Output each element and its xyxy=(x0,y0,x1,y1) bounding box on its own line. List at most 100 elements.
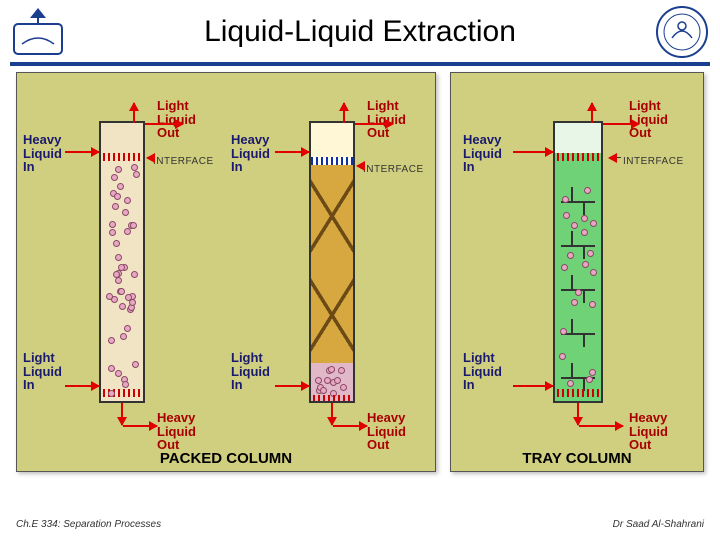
footer: Ch.E 334: Separation Processes Dr Saad A… xyxy=(0,519,720,530)
diagram-label: HeavyLiquidOut xyxy=(157,411,196,452)
university-logo-right xyxy=(654,4,710,60)
droplet-icon xyxy=(108,365,115,372)
droplet-icon xyxy=(130,222,137,229)
diagram-label: INTERFACE xyxy=(153,157,214,168)
diagram-label: LightLiquidIn xyxy=(231,351,270,392)
droplet-icon xyxy=(559,353,566,360)
arrow xyxy=(513,385,553,387)
panel-packed-caption: PACKED COLUMN xyxy=(17,450,435,467)
column-segment xyxy=(311,363,353,403)
diagram-label: INTERFACE xyxy=(363,165,424,176)
distributor-line xyxy=(313,395,351,403)
droplet-icon xyxy=(117,183,124,190)
droplet-icon xyxy=(122,381,129,388)
droplet-icon xyxy=(124,325,131,332)
panel-packed: PACKED COLUMN HeavyLiquidInLightLiquidOu… xyxy=(16,72,436,472)
arrow xyxy=(65,151,99,153)
droplet-icon xyxy=(340,384,347,391)
droplet-icon xyxy=(118,288,125,295)
droplet-icon xyxy=(108,337,115,344)
droplet-icon xyxy=(560,328,567,335)
packing-icon xyxy=(311,264,353,363)
droplet-icon xyxy=(586,376,593,383)
droplet-icon xyxy=(131,164,138,171)
tray-plate xyxy=(561,245,595,247)
droplet-icon xyxy=(589,301,596,308)
panel-tray: TRAY COLUMN HeavyLiquidInLightLiquidOutI… xyxy=(450,72,704,472)
droplet-icon xyxy=(113,240,120,247)
droplet-icon xyxy=(125,294,132,301)
arrow xyxy=(275,385,309,387)
droplet-icon xyxy=(115,254,122,261)
droplet-icon xyxy=(118,264,125,271)
arrow xyxy=(133,103,135,123)
header: Liquid-Liquid Extraction xyxy=(0,0,720,60)
droplet-icon xyxy=(590,269,597,276)
arrow xyxy=(609,157,621,158)
droplet-icon xyxy=(108,390,115,397)
arrow xyxy=(121,403,123,425)
diagram-label: HeavyLiquidIn xyxy=(463,133,502,174)
droplet-icon xyxy=(589,369,596,376)
footer-left: Ch.E 334: Separation Processes xyxy=(16,519,161,530)
arrow xyxy=(65,385,99,387)
droplet-icon xyxy=(106,293,113,300)
arrow xyxy=(577,403,579,425)
droplet-icon xyxy=(584,187,591,194)
column-segment xyxy=(311,123,353,157)
droplet-icon xyxy=(315,377,322,384)
droplet-icon xyxy=(109,229,116,236)
packed-column xyxy=(309,121,355,403)
droplet-icon xyxy=(582,261,589,268)
interface-line xyxy=(557,153,599,161)
packing-icon xyxy=(311,165,353,264)
droplet-icon xyxy=(109,221,116,228)
droplet-icon xyxy=(115,277,122,284)
droplet-icon xyxy=(590,220,597,227)
droplet-icon xyxy=(334,377,341,384)
arrow xyxy=(357,165,365,166)
diagram-label: HeavyLiquidOut xyxy=(629,411,668,452)
droplet-icon xyxy=(575,289,582,296)
diagram-label: LightLiquidIn xyxy=(463,351,502,392)
diagram-label: HeavyLiquidIn xyxy=(231,133,270,174)
spray-column xyxy=(99,121,145,403)
arrow xyxy=(343,103,345,123)
droplet-icon xyxy=(133,171,140,178)
interface-line xyxy=(103,153,141,161)
arrow xyxy=(331,403,333,425)
tray-column xyxy=(553,121,603,403)
droplet-icon xyxy=(132,361,139,368)
droplet-icon xyxy=(338,367,345,374)
droplet-icon xyxy=(571,299,578,306)
diagram-area: PACKED COLUMN HeavyLiquidInLightLiquidOu… xyxy=(0,66,720,472)
droplet-icon xyxy=(581,229,588,236)
page-title: Liquid-Liquid Extraction xyxy=(66,15,654,49)
column-segment xyxy=(311,165,353,363)
arrow xyxy=(579,425,623,427)
university-logo-left xyxy=(10,4,66,60)
droplet-icon xyxy=(120,333,127,340)
arrow xyxy=(333,425,367,427)
arrow xyxy=(275,151,309,153)
droplet-icon xyxy=(111,174,118,181)
diagram-label: HeavyLiquidIn xyxy=(23,133,62,174)
arrow xyxy=(591,103,593,123)
arrow xyxy=(123,425,157,427)
arrow xyxy=(147,157,155,158)
diagram-label: INTERFACE xyxy=(623,157,684,168)
arrow xyxy=(355,123,393,125)
column-segment xyxy=(555,123,601,153)
droplet-icon xyxy=(581,215,588,222)
droplet-icon xyxy=(587,250,594,257)
droplet-icon xyxy=(119,303,126,310)
droplet-icon xyxy=(114,193,121,200)
droplet-icon xyxy=(124,197,131,204)
distributor-line xyxy=(557,389,599,397)
arrow xyxy=(513,151,553,153)
column-segment xyxy=(311,157,353,165)
droplet-icon xyxy=(115,166,122,173)
droplet-icon xyxy=(112,203,119,210)
droplet-icon xyxy=(561,264,568,271)
arrow xyxy=(603,123,639,125)
